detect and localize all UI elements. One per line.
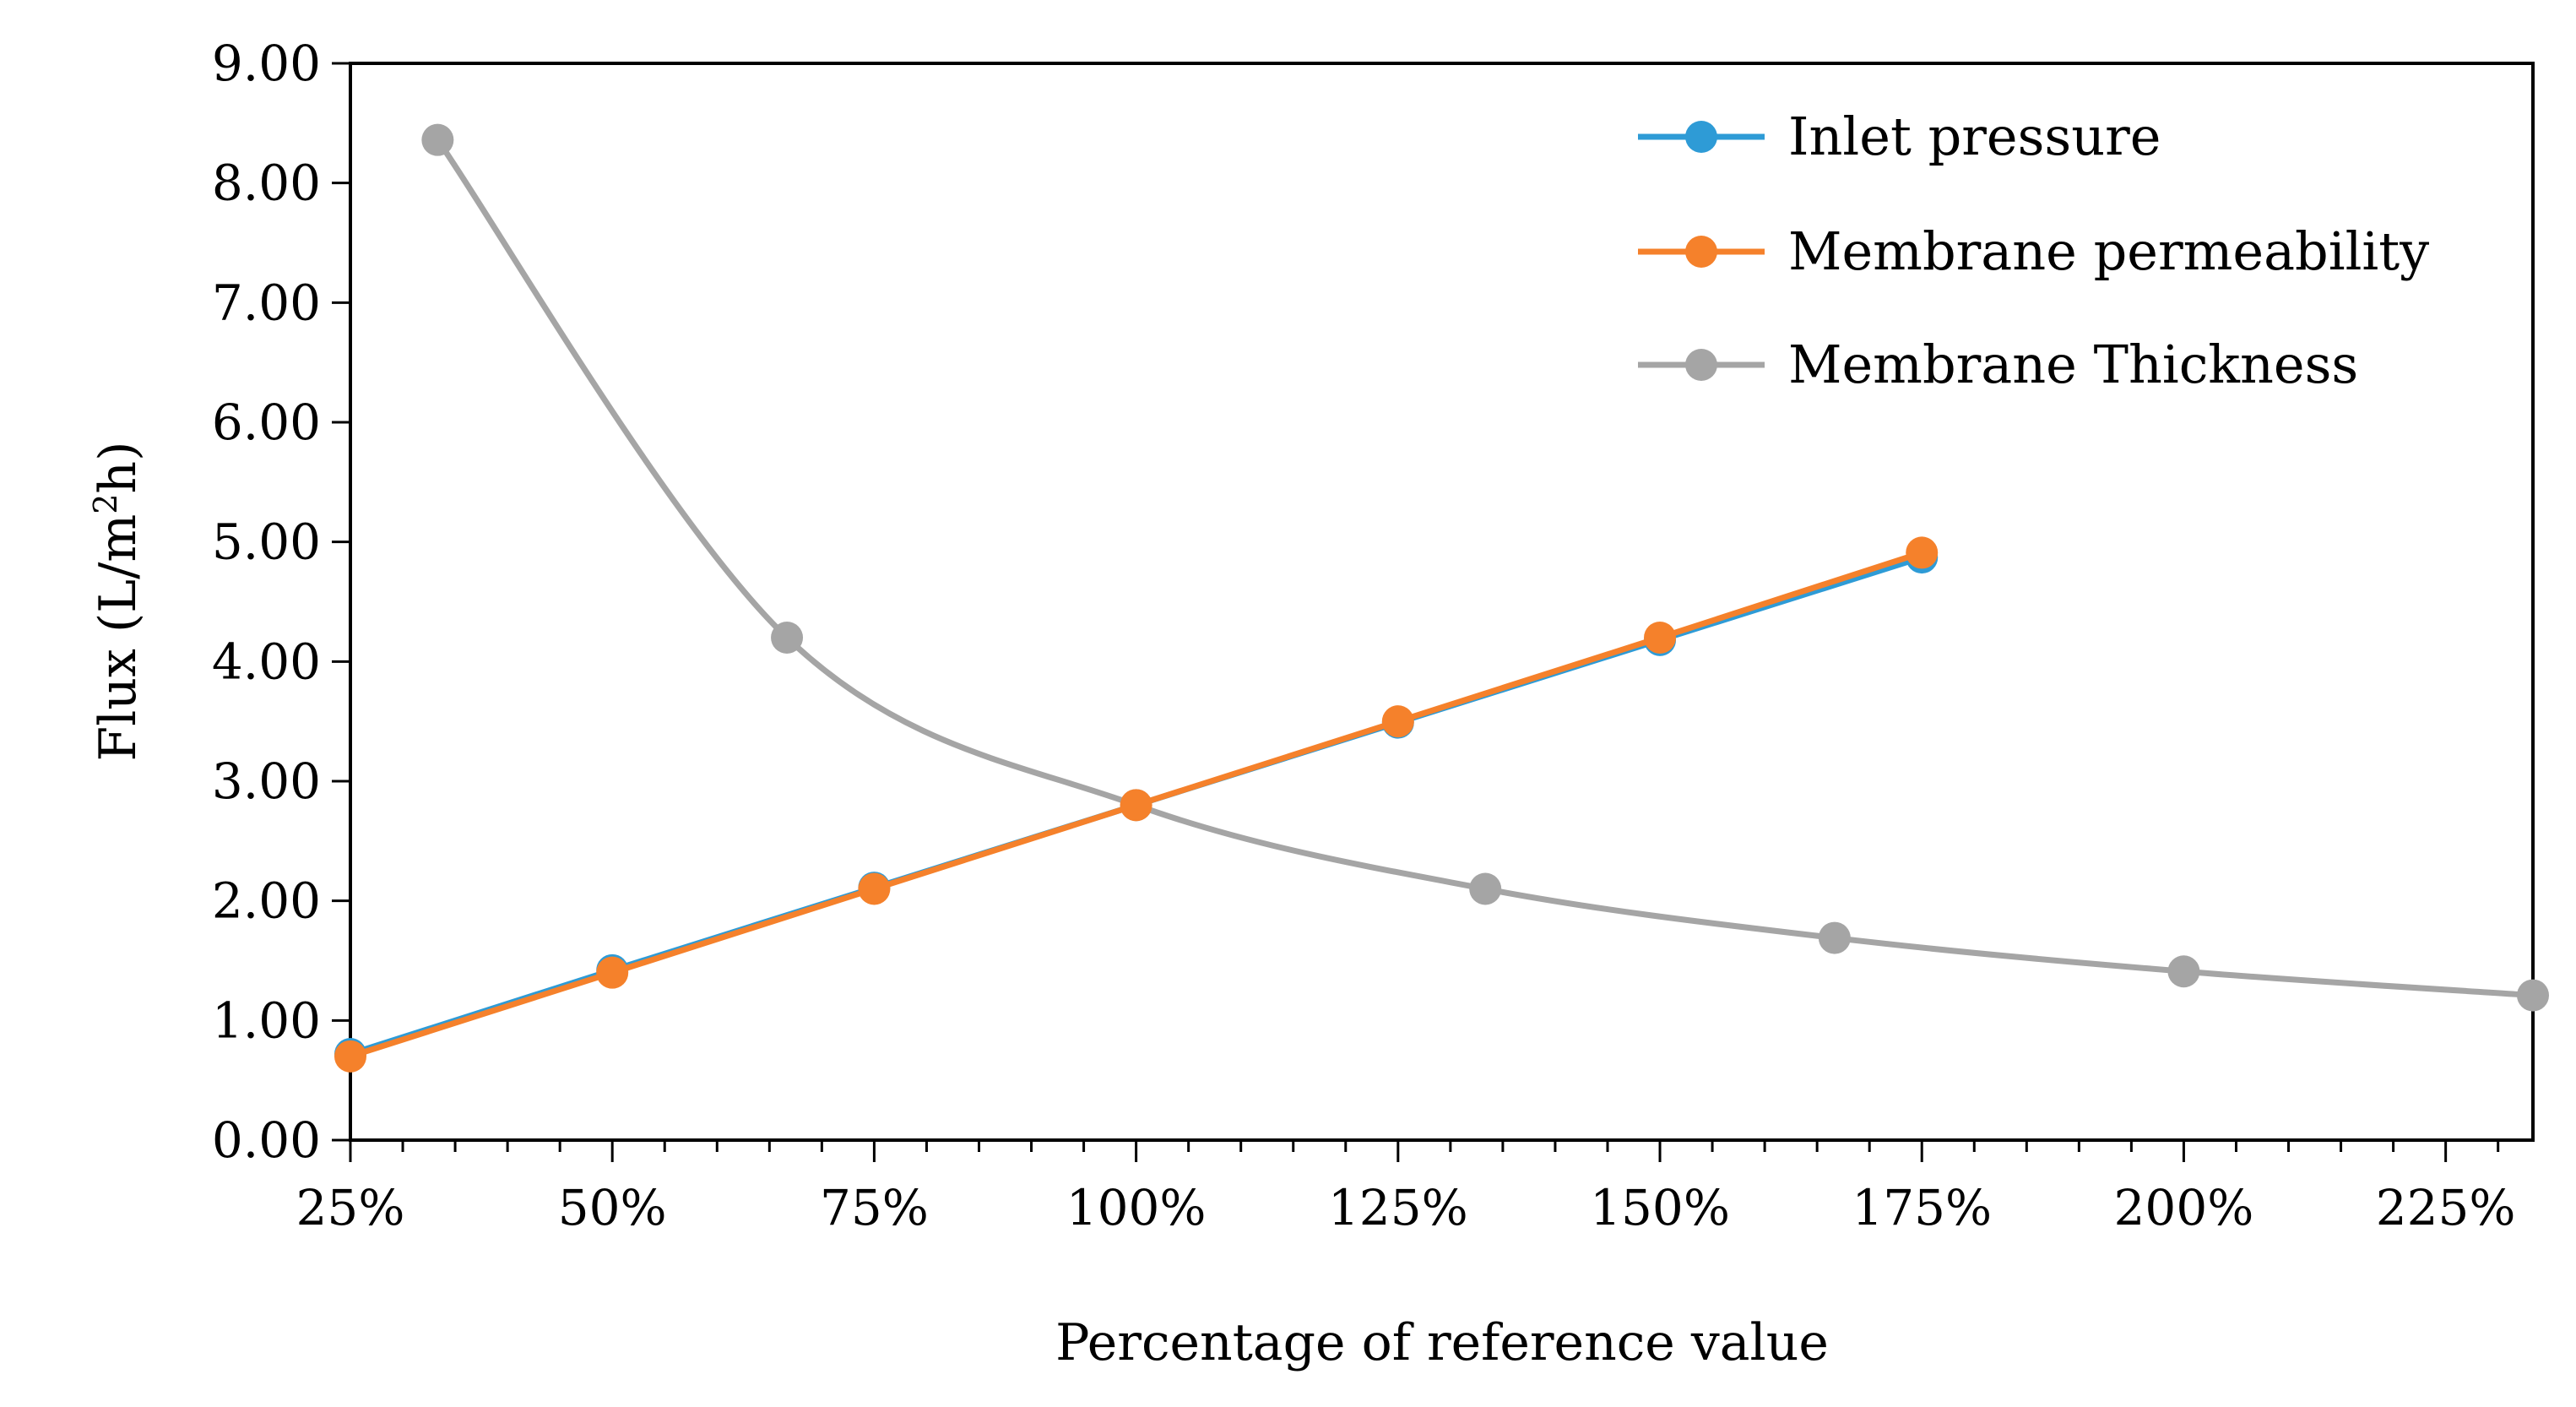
y-axis-title: Flux (L/m2h) [87,442,148,762]
data-point-membrane-permeability [1381,705,1414,738]
y-tick-label: 9.00 [212,35,321,92]
legend-marker-inlet-pressure [1685,121,1717,153]
y-axis-title-superscript: 2 [87,494,124,514]
legend-marker-membrane-permeability [1685,236,1717,268]
x-tick-label: 225% [2376,1179,2516,1236]
data-point-membrane-thickness [1818,921,1851,954]
x-axis-title: Percentage of reference value [1055,1313,1829,1372]
x-tick-label: 150% [1590,1179,1730,1236]
legend-label-inlet-pressure: Inlet pressure [1788,106,2161,167]
legend-label-membrane-thickness: Membrane Thickness [1788,334,2358,395]
data-point-membrane-thickness [2517,979,2549,1012]
data-point-membrane-permeability [858,872,891,905]
data-point-membrane-permeability [596,956,629,989]
x-tick-label: 25% [296,1179,405,1236]
x-tick-label: 175% [1852,1179,1992,1236]
plot-area-frame [349,62,2535,1142]
y-tick-label: 1.00 [212,991,321,1049]
y-tick-label: 3.00 [212,752,321,810]
data-point-membrane-permeability [1906,536,1939,569]
x-tick-label: 125% [1328,1179,1468,1236]
y-axis-title-text: Flux (L/m [89,514,148,762]
x-axis: 25% 50% 75% 100% 125% 150% 175% 200% 225% [296,1140,2516,1236]
y-tick-label: 0.00 [212,1111,321,1169]
y-tick-label: 7.00 [212,274,321,331]
y-tick-label: 5.00 [212,513,321,571]
y-tick-label: 6.00 [212,394,321,451]
data-point-membrane-thickness [1469,872,1502,905]
legend-label-membrane-permeability: Membrane permeability [1788,220,2429,282]
series-layer [334,123,2549,1073]
data-point-membrane-permeability [1644,622,1677,654]
data-point-membrane-thickness [771,622,804,654]
y-tick-label: 4.00 [212,633,321,690]
x-tick-label: 75% [820,1179,929,1236]
y-axis: 0.00 1.00 2.00 3.00 4.00 5.00 6.00 7.00 8.00 9.00 [212,35,350,1169]
y-tick-label: 8.00 [212,155,321,212]
x-tick-label: 50% [558,1179,667,1236]
data-point-membrane-thickness [2167,955,2200,988]
y-tick-label: 2.00 [212,872,321,930]
legend: Inlet pressure Membrane permeability Membr… [1638,106,2429,395]
x-tick-label: 100% [1066,1179,1207,1236]
x-tick-label: 200% [2114,1179,2254,1236]
data-point-membrane-thickness [421,123,454,156]
data-point-membrane-permeability [1120,789,1152,822]
legend-marker-membrane-thickness [1685,349,1717,381]
data-point-membrane-permeability [334,1040,366,1073]
y-axis-title-end: h) [89,442,148,494]
